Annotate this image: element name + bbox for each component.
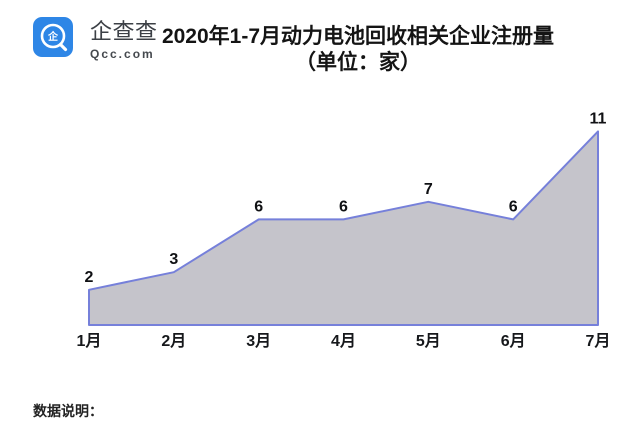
area-series bbox=[88, 130, 599, 326]
x-axis-label: 3月 bbox=[246, 332, 271, 350]
value-label: 7 bbox=[424, 181, 433, 198]
x-axis-label: 5月 bbox=[416, 332, 441, 350]
value-label: 6 bbox=[339, 198, 348, 215]
x-axis-label: 7月 bbox=[586, 332, 611, 350]
data-notes: 数据说明： 1、仅统计企业名、品牌名、经营范围为 “ 动力电池回收 ” 的企业 … bbox=[33, 354, 616, 434]
svg-text:企: 企 bbox=[47, 30, 59, 43]
brand-name: 企查查 bbox=[90, 19, 158, 44]
notes-heading: 数据说明： bbox=[33, 403, 103, 419]
value-label: 2 bbox=[85, 269, 94, 286]
brand-block: 企查查 Qcc.com bbox=[90, 19, 170, 61]
x-axis-label: 6月 bbox=[501, 332, 526, 350]
brand-domain: Qcc.com bbox=[90, 47, 155, 61]
chart-title-line1: 2020年1-7月动力电池回收相关企业注册量 bbox=[161, 25, 555, 48]
x-axis-label: 1月 bbox=[77, 332, 102, 350]
chart-title-unit: （单位：家） bbox=[295, 51, 421, 74]
value-label: 6 bbox=[509, 198, 518, 215]
x-axis-label: 2月 bbox=[161, 332, 186, 350]
value-label: 3 bbox=[169, 251, 178, 268]
qcc-logo-icon: 企 bbox=[33, 17, 73, 57]
value-label: 6 bbox=[254, 198, 263, 215]
area-chart: 1月 2 2月 3 3月 6 4月 6 5月 7 6月 6 7月 11 bbox=[0, 95, 636, 360]
x-axis-label: 4月 bbox=[331, 332, 356, 350]
value-label: 11 bbox=[590, 110, 607, 127]
area-chart-canvas: 1月 2 2月 3 3月 6 4月 6 5月 7 6月 6 7月 11 bbox=[77, 110, 611, 350]
chart-title: 2020年1-7月动力电池回收相关企业注册量 （单位：家） bbox=[120, 24, 596, 76]
